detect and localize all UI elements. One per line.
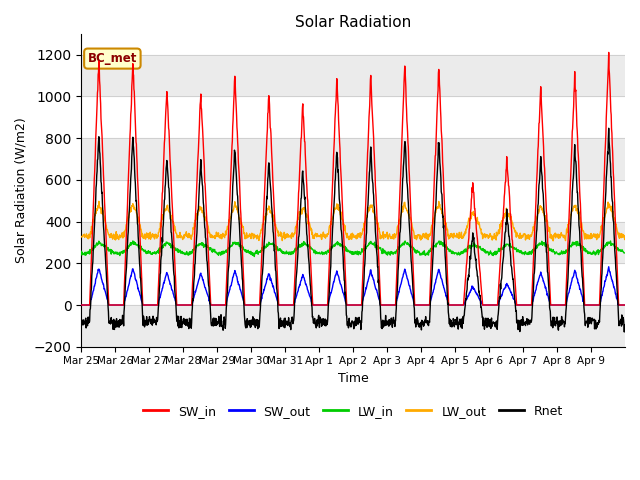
Y-axis label: Solar Radiation (W/m2): Solar Radiation (W/m2)	[15, 118, 28, 263]
X-axis label: Time: Time	[338, 372, 369, 385]
Legend: SW_in, SW_out, LW_in, LW_out, Rnet: SW_in, SW_out, LW_in, LW_out, Rnet	[138, 400, 568, 423]
Bar	[81, 55, 625, 96]
Text: BC_met: BC_met	[88, 52, 137, 65]
Bar	[81, 138, 625, 180]
Title: Solar Radiation: Solar Radiation	[295, 15, 412, 30]
Bar	[81, 305, 625, 347]
Bar	[81, 222, 625, 264]
